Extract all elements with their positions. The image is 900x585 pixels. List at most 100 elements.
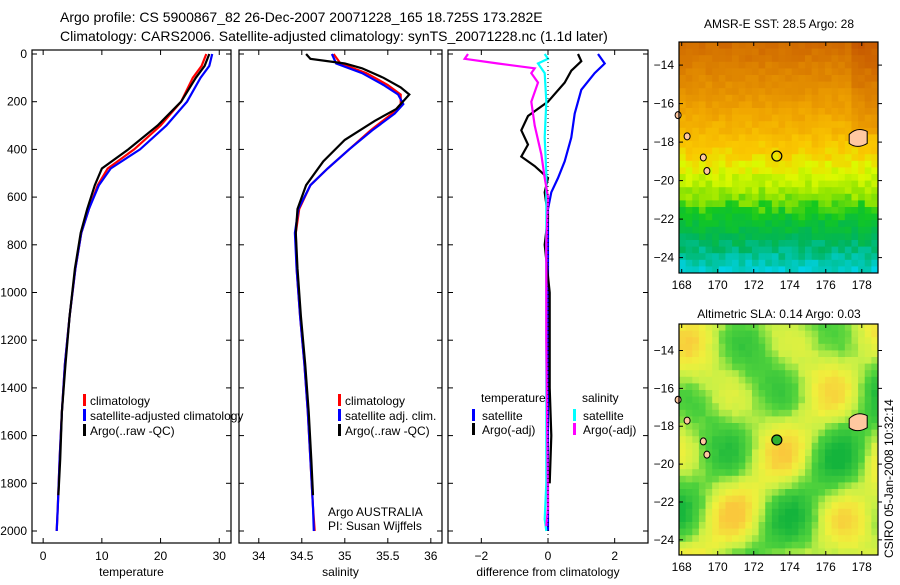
map-cell bbox=[864, 489, 872, 496]
map-cell bbox=[758, 94, 766, 102]
map-cell bbox=[864, 259, 872, 267]
legend-swatch bbox=[338, 409, 341, 421]
x-tick-label: 172 bbox=[744, 560, 764, 574]
series-line bbox=[55, 53, 214, 532]
map-cell bbox=[871, 350, 879, 358]
map-cell bbox=[679, 127, 687, 135]
map-cell bbox=[831, 522, 839, 529]
map-cell bbox=[765, 330, 773, 338]
map-cell bbox=[725, 522, 733, 529]
map-cell bbox=[685, 469, 693, 477]
map-cell bbox=[751, 390, 759, 397]
map-cell bbox=[831, 154, 839, 162]
map-cell bbox=[818, 200, 826, 208]
map-cell bbox=[798, 548, 806, 556]
map-cell bbox=[871, 55, 879, 63]
map-cell bbox=[838, 436, 846, 444]
map-cell bbox=[718, 42, 726, 49]
map-cell bbox=[771, 81, 779, 89]
map-cell bbox=[751, 48, 759, 56]
map-cell bbox=[765, 475, 773, 483]
map-cell bbox=[824, 108, 832, 115]
map-cell bbox=[771, 213, 779, 221]
map-cell bbox=[771, 396, 779, 404]
map-cell bbox=[785, 528, 793, 536]
map-cell bbox=[831, 515, 839, 523]
map-cell bbox=[858, 370, 866, 378]
map-cell bbox=[871, 193, 879, 201]
map-cell bbox=[758, 81, 766, 89]
x-tick-label: 35.5 bbox=[376, 549, 400, 563]
map-cell bbox=[798, 42, 806, 49]
map-cell bbox=[785, 101, 793, 109]
map-cell bbox=[712, 436, 720, 444]
map-cell bbox=[685, 75, 693, 82]
map-cell bbox=[805, 220, 813, 228]
map-cell bbox=[705, 535, 713, 543]
map-cell bbox=[818, 390, 826, 397]
map-cell bbox=[778, 226, 786, 234]
map-cell bbox=[851, 350, 859, 358]
map-cell bbox=[692, 154, 700, 162]
map-cell bbox=[751, 541, 759, 549]
map-cell bbox=[705, 233, 713, 241]
map-cell bbox=[791, 337, 799, 345]
map-cell bbox=[692, 456, 700, 463]
map-cell bbox=[758, 508, 766, 516]
map-cell bbox=[798, 423, 806, 430]
map-cell bbox=[705, 187, 713, 195]
map-cell bbox=[705, 522, 713, 529]
map-cell bbox=[751, 160, 759, 168]
map-cell bbox=[745, 207, 753, 214]
map-cell bbox=[692, 68, 700, 76]
map-cell bbox=[679, 475, 687, 483]
map-cell bbox=[858, 154, 866, 162]
legend-label: climatology bbox=[345, 394, 405, 408]
map-cell bbox=[838, 167, 846, 175]
map-cell bbox=[871, 343, 879, 351]
series-line bbox=[462, 53, 550, 527]
map-cell bbox=[811, 376, 819, 384]
map-cell bbox=[851, 343, 859, 351]
map-cell bbox=[738, 220, 746, 228]
map-cell bbox=[805, 330, 813, 338]
map-cell bbox=[745, 253, 753, 261]
map-cell bbox=[765, 515, 773, 523]
map-cell bbox=[765, 55, 773, 63]
map-cell bbox=[811, 42, 819, 49]
map-cell bbox=[858, 449, 866, 457]
map-cell bbox=[725, 160, 733, 168]
map-cell bbox=[798, 350, 806, 358]
map-cell bbox=[718, 174, 726, 181]
map-cell bbox=[732, 502, 740, 510]
map-cell bbox=[712, 253, 720, 261]
map-cell bbox=[712, 429, 720, 437]
map-cell bbox=[771, 68, 779, 76]
map-cell bbox=[698, 55, 706, 63]
map-cell bbox=[698, 213, 706, 221]
map-cell bbox=[712, 94, 720, 102]
map-cell bbox=[831, 226, 839, 234]
map-cell bbox=[838, 409, 846, 417]
map-cell bbox=[778, 423, 786, 430]
map-cell bbox=[811, 61, 819, 69]
map-cell bbox=[692, 515, 700, 523]
map-cell bbox=[692, 475, 700, 483]
map-cell bbox=[864, 108, 872, 115]
map-cell bbox=[705, 357, 713, 364]
map-cell bbox=[818, 469, 826, 477]
map-cell bbox=[692, 403, 700, 411]
map-cell bbox=[725, 180, 733, 188]
map-cell bbox=[705, 502, 713, 510]
map-cell bbox=[791, 121, 799, 129]
x-tick-label: 34 bbox=[252, 549, 266, 563]
map-cell bbox=[765, 134, 773, 142]
map-cell bbox=[778, 376, 786, 384]
y-tick-label: 1600 bbox=[0, 429, 27, 443]
map-cell bbox=[871, 81, 879, 89]
map-cell bbox=[705, 416, 713, 424]
map-cell bbox=[698, 330, 706, 338]
map-cell bbox=[778, 482, 786, 490]
map-cell bbox=[718, 396, 726, 404]
map-cell bbox=[818, 337, 826, 345]
